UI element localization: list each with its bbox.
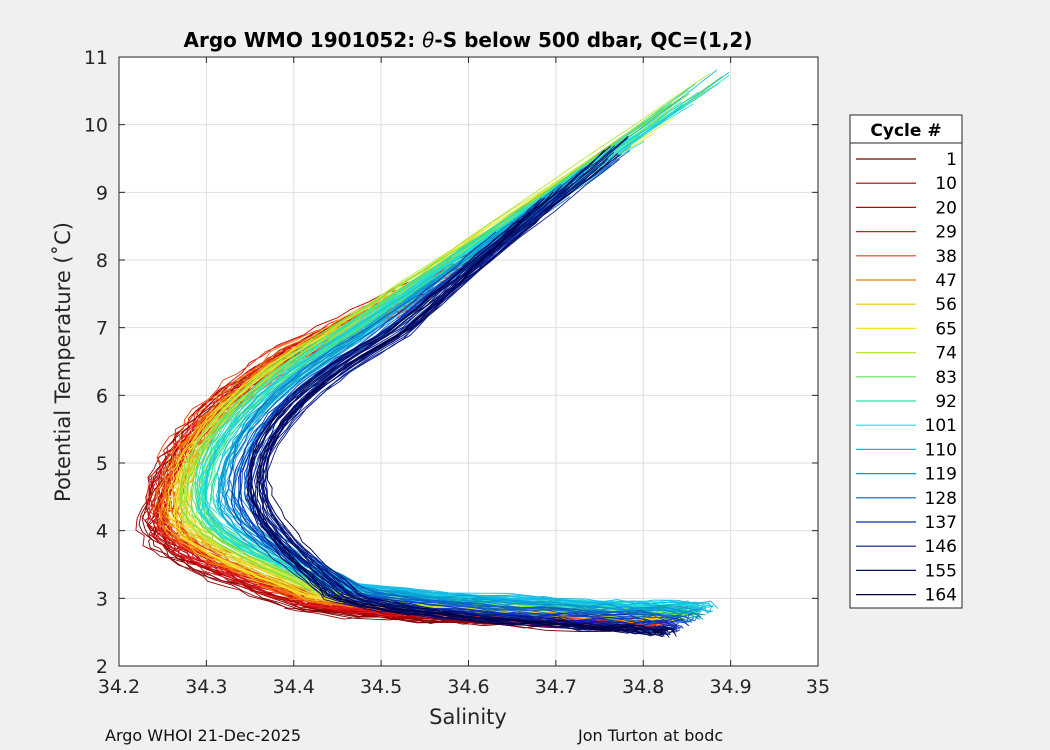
legend-label: 20 — [935, 198, 957, 218]
cycle-curve-164 — [250, 219, 666, 634]
legend-label: 137 — [925, 513, 957, 533]
legend-label: 1 — [946, 150, 957, 170]
x-tick-label: 34.3 — [185, 676, 227, 698]
legend-label: 74 — [935, 344, 957, 364]
y-tick-label: 5 — [96, 453, 108, 475]
cycle-curve-163 — [256, 153, 669, 637]
x-tick-label: 34.2 — [98, 676, 140, 698]
legend-label: 119 — [925, 465, 957, 485]
x-tick-label: 34.5 — [360, 676, 402, 698]
footer-left: Argo WHOI 21-Dec-2025 — [105, 726, 302, 745]
cycle-curve-77 — [181, 92, 690, 619]
cycle-curve-119 — [227, 165, 701, 614]
chart-title: Argo WMO 1901052: θ-S below 500 dbar, QC… — [184, 28, 753, 52]
legend-label: 65 — [935, 319, 957, 339]
legend: Cycle # 11020293847566574839210111011912… — [849, 114, 963, 609]
y-tick-label: 10 — [84, 115, 108, 137]
legend-label: 110 — [925, 440, 957, 460]
legend-label: 164 — [925, 586, 957, 606]
legend-title: Cycle # — [870, 121, 941, 141]
legend-label: 29 — [935, 223, 957, 243]
y-tick-label: 4 — [96, 521, 108, 543]
x-tick-label: 35 — [806, 676, 830, 698]
legend-label: 128 — [925, 489, 957, 509]
cycle-curve-160 — [257, 185, 669, 636]
x-tick-label: 34.4 — [273, 676, 315, 698]
axis-ticks: 34.2 34.3 34.4 34.5 34.6 34.7 34.8 34.9 35 2 3 4 5 6 7… — [84, 47, 830, 698]
cycle-curve-117 — [220, 160, 700, 616]
x-tick-label: 34.9 — [709, 676, 751, 698]
legend-label: 10 — [935, 174, 957, 194]
legend-label: 56 — [935, 295, 957, 315]
legend-label: 101 — [925, 416, 957, 436]
x-axis-label: Salinity — [429, 705, 507, 729]
y-tick-label: 8 — [96, 250, 108, 272]
legend-label: 146 — [925, 537, 957, 557]
y-axis-label: Potential Temperature (˚C) — [51, 222, 75, 502]
data-curves — [135, 69, 730, 638]
x-tick-label: 34.8 — [622, 676, 664, 698]
footer-right: Jon Turton at bodc — [578, 726, 724, 745]
y-tick-label: 7 — [96, 318, 108, 340]
y-tick-label: 9 — [96, 182, 108, 204]
y-tick-label: 11 — [84, 47, 108, 69]
x-tick-label: 34.6 — [447, 676, 489, 698]
legend-label: 155 — [925, 561, 957, 581]
y-tick-label: 2 — [96, 656, 108, 678]
y-tick-label: 6 — [96, 385, 108, 407]
legend-label: 38 — [935, 247, 957, 267]
legend-label: 83 — [935, 368, 957, 388]
legend-box — [849, 114, 963, 609]
y-tick-label: 3 — [96, 588, 108, 610]
legend-label: 92 — [935, 392, 957, 412]
legend-label: 47 — [935, 271, 957, 291]
cycle-curve-81 — [180, 188, 684, 616]
cycle-curve-109 — [205, 145, 704, 610]
x-tick-label: 34.7 — [535, 676, 577, 698]
